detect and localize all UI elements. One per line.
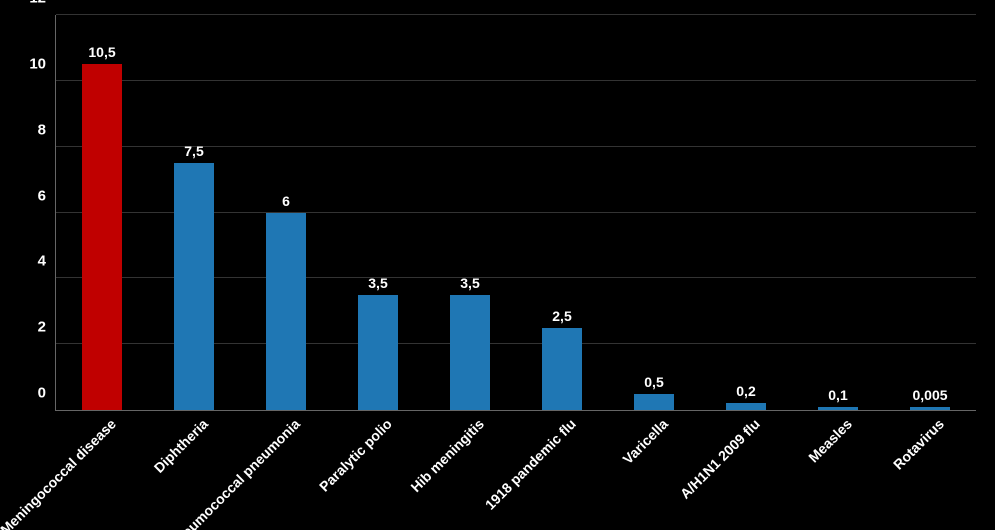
bar: 0,2 <box>726 403 766 410</box>
bar-value-label: 2,5 <box>552 308 571 328</box>
bar-slot: 10,5Meningococcal disease <box>56 15 148 410</box>
bar: 3,5 <box>358 295 398 410</box>
chart-container: 10,5Meningococcal disease7,5Diphtheria6P… <box>0 0 995 530</box>
bar-slot: 6Pneumococcal pneumonia <box>240 15 332 410</box>
x-tick-label: Meningococcal disease <box>0 410 119 530</box>
bars-container: 10,5Meningococcal disease7,5Diphtheria6P… <box>56 15 976 410</box>
bar: 2,5 <box>542 328 582 410</box>
bar-value-label: 3,5 <box>368 275 387 295</box>
bar-slot: 7,5Diphtheria <box>148 15 240 410</box>
y-tick-label: 6 <box>38 187 56 204</box>
bar-slot: 0,5Varicella <box>608 15 700 410</box>
y-tick-label: 4 <box>38 253 56 270</box>
x-tick-label: 1918 pandemic flu <box>476 410 579 513</box>
x-tick-label: Rotavirus <box>884 410 947 473</box>
y-tick-label: 0 <box>38 385 56 402</box>
x-tick-label: Diphtheria <box>145 410 211 476</box>
y-tick-label: 12 <box>29 0 56 7</box>
bar-slot: 3,5Paralytic polio <box>332 15 424 410</box>
x-tick-label: Paralytic polio <box>310 410 395 495</box>
bar: 7,5 <box>174 163 214 410</box>
bar: 3,5 <box>450 295 490 410</box>
y-tick-label: 10 <box>29 55 56 72</box>
bar-value-label: 7,5 <box>184 143 203 163</box>
bar: 6 <box>266 213 306 411</box>
bar-slot: 0,1Measles <box>792 15 884 410</box>
y-tick-label: 8 <box>38 121 56 138</box>
bar-slot: 3,5Hib meningitis <box>424 15 516 410</box>
bar-value-label: 0,2 <box>736 383 755 403</box>
bar: 0,5 <box>634 394 674 410</box>
bar-slot: 2,51918 pandemic flu <box>516 15 608 410</box>
bar-value-label: 0,5 <box>644 374 663 394</box>
bar-slot: 0,2A/H1N1 2009 flu <box>700 15 792 410</box>
x-tick-label: Hib meningitis <box>402 410 487 495</box>
bar-value-label: 0,005 <box>912 387 947 407</box>
bar-value-label: 6 <box>282 193 290 213</box>
bar: 10,5 <box>82 64 122 410</box>
plot-area: 10,5Meningococcal disease7,5Diphtheria6P… <box>55 15 976 411</box>
x-tick-label: A/H1N1 2009 flu <box>671 410 763 502</box>
bar-value-label: 0,1 <box>828 387 847 407</box>
y-tick-label: 2 <box>38 319 56 336</box>
bar-value-label: 3,5 <box>460 275 479 295</box>
bar-slot: 0,005Rotavirus <box>884 15 976 410</box>
x-tick-label: Measles <box>799 410 854 465</box>
bar-value-label: 10,5 <box>88 44 115 64</box>
x-tick-label: Varicella <box>614 410 671 467</box>
